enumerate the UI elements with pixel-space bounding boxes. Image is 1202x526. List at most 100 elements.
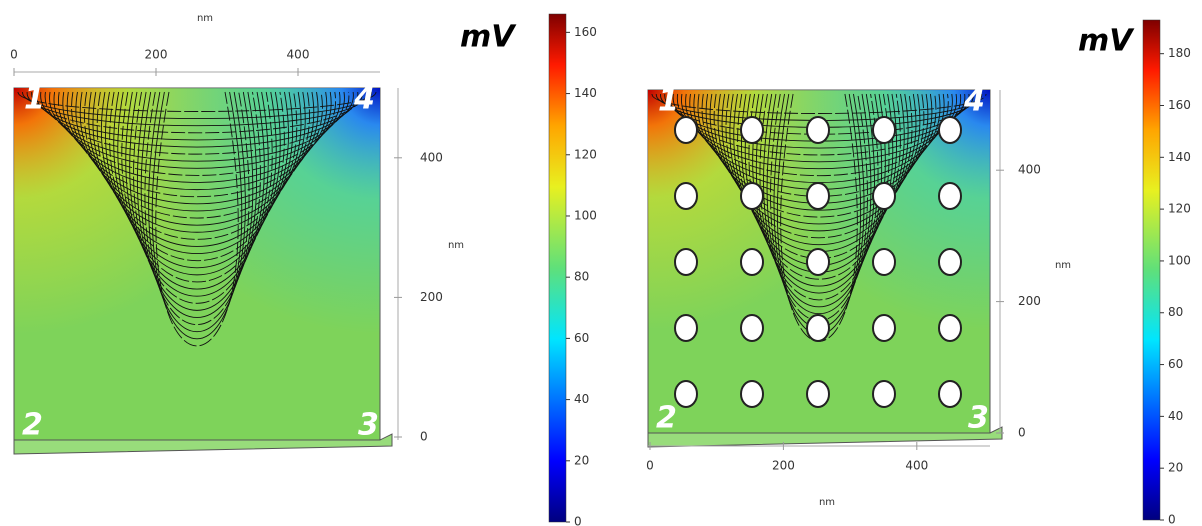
colorbar-tick-label: 180 xyxy=(1168,46,1191,60)
colorbar-tick-label: 20 xyxy=(574,453,589,467)
y-tick-label: 0 xyxy=(420,430,428,444)
hole xyxy=(938,380,962,408)
hole xyxy=(806,248,830,276)
colorbar-tick-label: 60 xyxy=(1168,357,1183,371)
point-label: 2 xyxy=(22,408,43,443)
colorbar-tick-label: 40 xyxy=(574,392,589,406)
streamline xyxy=(92,91,302,233)
y-tick-label: 200 xyxy=(420,290,443,304)
streamline xyxy=(725,93,913,239)
streamline xyxy=(79,91,315,212)
streamline xyxy=(121,91,273,283)
hole xyxy=(740,248,764,276)
hole xyxy=(740,182,764,210)
hole xyxy=(674,248,698,276)
point-label: 3 xyxy=(358,408,379,443)
colorbar-tick-label: 40 xyxy=(1168,409,1183,423)
streamline xyxy=(26,91,368,127)
x-axis-label: nm xyxy=(197,13,213,24)
point-label: 1 xyxy=(658,84,679,119)
colorbar-tick-label: 120 xyxy=(1168,202,1191,216)
streamline xyxy=(17,91,377,112)
streamline xyxy=(49,91,345,162)
base-slab xyxy=(13,433,393,455)
y-tick-label: 200 xyxy=(1018,294,1041,308)
streamline xyxy=(151,91,243,340)
streamline xyxy=(137,91,257,311)
hole xyxy=(938,182,962,210)
x-tick-label: 200 xyxy=(772,459,795,473)
colorbar-tick-label: 60 xyxy=(574,331,589,345)
streamline xyxy=(689,93,949,176)
point-label: 2 xyxy=(656,401,677,436)
x-tick-label: 200 xyxy=(145,48,168,62)
hole xyxy=(806,182,830,210)
streamline xyxy=(709,93,929,211)
streamline xyxy=(766,93,872,315)
colorbar-title: mV xyxy=(460,20,517,55)
streamline xyxy=(113,91,281,268)
colorbar-tick-label: 0 xyxy=(574,515,582,526)
colorbar-tick-label: 140 xyxy=(574,86,597,100)
point-label: 1 xyxy=(24,82,45,117)
y-axis-label: nm xyxy=(448,240,464,251)
x-tick-label: 400 xyxy=(287,48,310,62)
streamline xyxy=(62,91,332,183)
streamline xyxy=(713,93,925,218)
colorbar-tick-label: 160 xyxy=(1168,98,1191,112)
streamline xyxy=(96,91,298,240)
streamline xyxy=(58,91,336,176)
streamline xyxy=(117,91,277,276)
hole xyxy=(938,248,962,276)
colorbar-tick-label: 0 xyxy=(1168,513,1176,526)
colorbar-tick-label: 160 xyxy=(574,25,597,39)
hole xyxy=(938,314,962,342)
streamline xyxy=(84,91,310,219)
hole xyxy=(674,380,698,408)
colorbar xyxy=(1142,19,1161,521)
streamline xyxy=(140,91,254,318)
hole xyxy=(674,182,698,210)
colorbar-tick-label: 140 xyxy=(1168,150,1191,164)
streamline xyxy=(105,91,289,254)
streamline xyxy=(155,91,239,347)
hole xyxy=(740,380,764,408)
x-tick-label: 0 xyxy=(646,459,654,473)
point-label: 4 xyxy=(353,82,375,117)
streamline xyxy=(651,93,987,114)
streamline xyxy=(129,91,265,297)
hole xyxy=(806,116,830,144)
hole xyxy=(674,314,698,342)
colorbar-tick-label: 100 xyxy=(1168,253,1191,267)
hole xyxy=(740,314,764,342)
y-tick-label: 400 xyxy=(1018,163,1041,177)
streamline xyxy=(75,91,319,205)
hole xyxy=(938,116,962,144)
hole xyxy=(806,314,830,342)
streamline xyxy=(88,91,306,226)
streamline xyxy=(144,91,250,325)
hole xyxy=(872,248,896,276)
hole xyxy=(674,116,698,144)
hole xyxy=(872,380,896,408)
streamline xyxy=(717,93,921,225)
point-label: 3 xyxy=(968,401,989,436)
streamline xyxy=(71,91,323,198)
y-axis-label: nm xyxy=(1055,260,1071,271)
x-tick-label: 0 xyxy=(10,48,18,62)
streamline xyxy=(53,91,341,169)
colorbar-tick-label: 80 xyxy=(574,270,589,284)
colorbar-tick-label: 20 xyxy=(1168,461,1183,475)
streamline xyxy=(148,91,246,332)
hole xyxy=(806,380,830,408)
streamline xyxy=(101,91,293,247)
streamline xyxy=(109,91,285,261)
y-tick-label: 0 xyxy=(1018,426,1026,440)
hole xyxy=(872,116,896,144)
streamline xyxy=(125,91,269,290)
x-axis-label: nm xyxy=(819,497,835,508)
hole xyxy=(872,314,896,342)
hole xyxy=(740,116,764,144)
y-tick-label: 400 xyxy=(420,150,443,164)
